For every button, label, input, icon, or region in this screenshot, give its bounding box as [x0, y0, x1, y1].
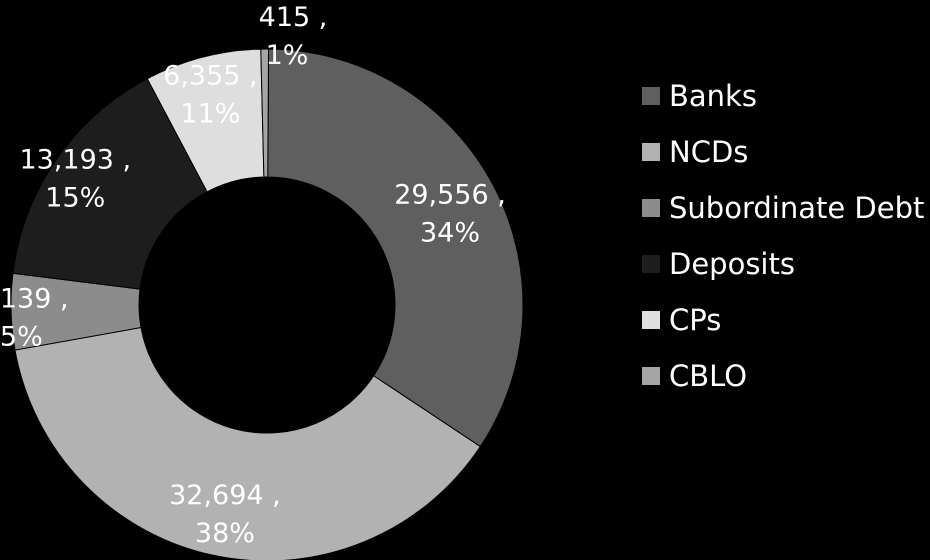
data-label-pct-cblo: 1% — [266, 40, 309, 71]
slice-deposits — [12, 78, 208, 290]
data-label-pct-banks: 34% — [420, 218, 480, 249]
legend-swatch-subordinate-debt — [642, 199, 660, 217]
legend-swatch-cblo — [642, 367, 660, 385]
data-label-pct-subordinate-debt: 5% — [0, 321, 43, 352]
legend-label-cblo: CBLO — [669, 359, 748, 393]
data-label-value-subordinate-debt: 4,139 , — [0, 283, 69, 314]
legend-swatch-cps — [642, 311, 660, 329]
legend-swatch-banks — [642, 87, 660, 105]
legend-item-banks: Banks — [642, 68, 930, 124]
legend-item-cps: CPs — [642, 292, 930, 348]
legend-item-deposits: Deposits — [642, 236, 930, 292]
data-label-value-cps: 6,355 , — [163, 60, 257, 91]
data-label-pct-ncds: 38% — [195, 518, 255, 549]
data-label-pct-cps: 11% — [180, 98, 240, 129]
slice-cblo — [260, 48, 270, 178]
data-label-value-deposits: 13,193 , — [19, 145, 131, 176]
data-label-value-ncds: 32,694 , — [169, 480, 281, 511]
legend-item-cblo: CBLO — [642, 348, 930, 404]
data-label-value-banks: 29,556 , — [394, 180, 506, 211]
legend-label-banks: Banks — [669, 79, 757, 113]
donut-chart: 29,556 , 34% 32,694 , 38% 4,139 , 5% 13,193 , 1… — [0, 2, 524, 560]
data-label-pct-deposits: 15% — [45, 183, 105, 214]
legend-item-ncds: NCDs — [642, 124, 930, 180]
legend-label-deposits: Deposits — [669, 247, 795, 281]
slice-ncds — [14, 326, 482, 560]
legend-swatch-ncds — [642, 143, 660, 161]
legend-label-subordinate-debt: Subordinate Debt — [669, 191, 925, 225]
data-label-value-cblo: 415 , — [259, 2, 328, 33]
legend-swatch-deposits — [642, 255, 660, 273]
legend-label-cps: CPs — [669, 303, 722, 337]
legend-item-subordinate-debt: Subordinate Debt — [642, 180, 930, 236]
legend: Banks NCDs Subordinate Debt Deposits CPs… — [642, 68, 930, 404]
slice-banks — [267, 48, 524, 448]
legend-label-ncds: NCDs — [669, 135, 749, 169]
